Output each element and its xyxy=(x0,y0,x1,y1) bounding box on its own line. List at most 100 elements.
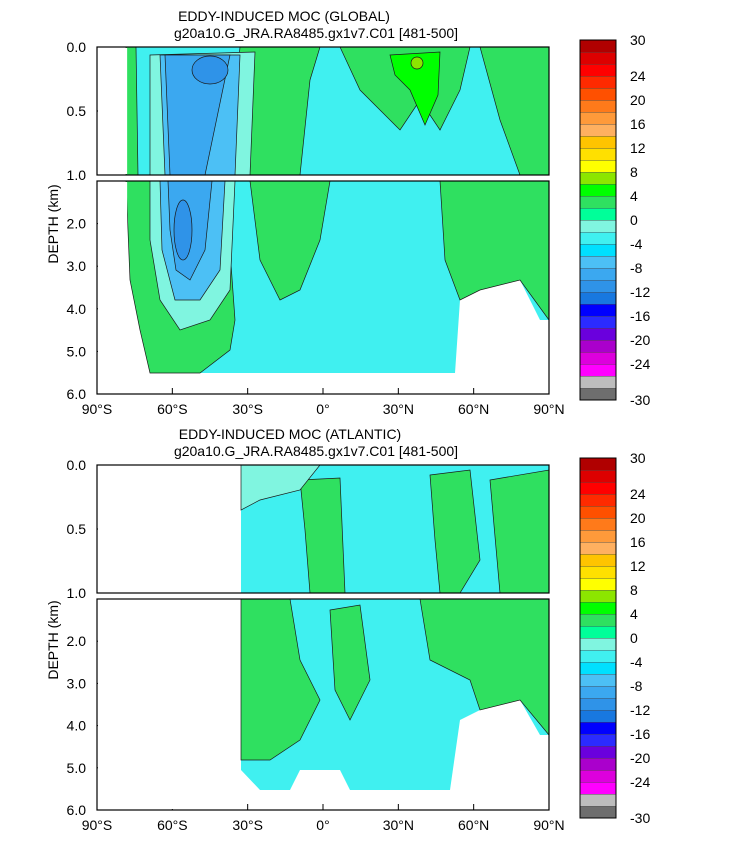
colorbar-frame xyxy=(579,457,617,819)
colorbar-swatch xyxy=(579,745,617,759)
colorbar-label: -12 xyxy=(630,702,650,718)
colorbar-label: 0 xyxy=(630,212,638,228)
colorbar-swatch xyxy=(579,375,617,389)
colorbar-label: 12 xyxy=(630,558,646,574)
x-tick-label: 30°S xyxy=(232,401,263,417)
y-tick-label: 3.0 xyxy=(67,258,87,274)
colorbar-swatch xyxy=(579,351,617,365)
y-tick-label: 4.0 xyxy=(67,301,87,317)
colorbar-swatch xyxy=(579,625,617,639)
colorbar-swatch xyxy=(579,757,617,771)
colorbar-swatch xyxy=(579,279,617,293)
colorbar-swatch xyxy=(579,577,617,591)
x-tick-label: 0° xyxy=(316,401,329,417)
atlantic-moc-panel: EDDY-INDUCED MOC (ATLANTIC) g20a10.G_JRA… xyxy=(45,426,565,833)
contour-fill xyxy=(125,46,550,176)
colorbar-swatch xyxy=(579,303,617,317)
colorbar-swatch xyxy=(579,469,617,483)
colorbar-swatch xyxy=(579,661,617,675)
y-tick-label: 3.0 xyxy=(67,675,87,691)
colorbar-label: 4 xyxy=(630,606,638,622)
colorbar-swatch xyxy=(579,183,617,197)
colorbar-label: 16 xyxy=(630,534,646,550)
colorbar-label: 8 xyxy=(630,582,638,598)
colorbar-swatch xyxy=(579,267,617,281)
y-tick-label: 0.5 xyxy=(67,521,87,537)
y-axis-label: DEPTH (km) xyxy=(45,184,61,263)
colorbar-swatch xyxy=(579,493,617,507)
colorbar-frame xyxy=(579,39,617,401)
negative-region xyxy=(191,55,229,85)
colorbar-swatch xyxy=(579,243,617,257)
panel-subtitle: g20a10.G_JRA.RA8485.gx1v7.C01 [481-500] xyxy=(174,25,458,41)
y-tick-label: 4.0 xyxy=(67,718,87,734)
colorbar-swatch xyxy=(579,75,617,89)
contour-fill xyxy=(125,180,550,374)
colorbar-swatch xyxy=(579,685,617,699)
colorbar-swatch xyxy=(579,39,617,53)
colorbar-swatch xyxy=(579,793,617,807)
colorbar-swatch xyxy=(579,481,617,495)
colorbar-swatch xyxy=(579,135,617,149)
negative-region xyxy=(173,199,193,261)
contour-fill xyxy=(240,464,550,594)
colorbar-label: -16 xyxy=(630,726,650,742)
x-tick-label: 60°N xyxy=(458,817,489,833)
colorbar-swatch xyxy=(579,111,617,125)
colorbar-swatch xyxy=(579,565,617,579)
colorbar-swatch xyxy=(579,589,617,603)
y-tick-label: 0.0 xyxy=(67,39,87,55)
x-tick-label: 90°S xyxy=(82,401,113,417)
colorbar-swatch xyxy=(579,363,617,377)
upper-depth-plot xyxy=(96,46,550,176)
axes: 90°S 60°S 30°S 0° 30°N 60°N 90°N 0.0 0.5 1.0 2.0 3.… xyxy=(67,39,565,417)
colorbar-label: -30 xyxy=(630,392,650,408)
colorbar-swatch xyxy=(579,697,617,711)
x-tick-label: 90°N xyxy=(533,401,564,417)
colorbar-swatch xyxy=(579,601,617,615)
colorbar-atlantic: -30 -24 -20 -16 -12 -8 -4 0 4 8 12 16 20 24 30 xyxy=(579,450,650,826)
colorbar-label: -4 xyxy=(630,654,643,670)
colorbar-label: 16 xyxy=(630,116,646,132)
colorbar-swatch xyxy=(579,505,617,519)
colorbar-label: -16 xyxy=(630,308,650,324)
positive-region xyxy=(329,604,371,721)
colorbar-swatch xyxy=(579,387,617,401)
colorbar-swatch xyxy=(579,63,617,77)
y-tick-label: 0.5 xyxy=(67,103,87,119)
no-data-mask xyxy=(98,466,238,592)
x-tick-label: 30°N xyxy=(383,817,414,833)
colorbar-label: -24 xyxy=(630,356,650,372)
colorbar-swatch xyxy=(579,315,617,329)
colorbar-swatch xyxy=(579,613,617,627)
colorbar-label: 30 xyxy=(630,450,646,466)
colorbar-label: 24 xyxy=(630,68,646,84)
colorbar-label: 24 xyxy=(630,486,646,502)
colorbar-swatch xyxy=(579,517,617,531)
colorbar-swatch xyxy=(579,733,617,747)
x-tick-label: 30°S xyxy=(232,817,263,833)
colorbar-swatch xyxy=(579,781,617,795)
x-tick-label: 60°S xyxy=(157,817,188,833)
colorbar-swatch xyxy=(579,219,617,233)
no-data-mask xyxy=(98,182,128,393)
y-tick-label: 6.0 xyxy=(67,386,87,402)
colorbar-swatch xyxy=(579,87,617,101)
global-moc-panel: EDDY-INDUCED MOC (GLOBAL) g20a10.G_JRA.R… xyxy=(45,8,565,417)
positive-region xyxy=(410,56,424,70)
positive-region xyxy=(125,46,139,176)
colorbar-swatch xyxy=(579,649,617,663)
y-tick-label: 1.0 xyxy=(67,167,87,183)
colorbar-swatch xyxy=(579,457,617,471)
colorbar-swatch xyxy=(579,637,617,651)
colorbar-label: -20 xyxy=(630,332,650,348)
colorbar-label: -8 xyxy=(630,260,643,276)
x-tick-label: 60°N xyxy=(458,401,489,417)
y-axis-label: DEPTH (km) xyxy=(45,600,61,679)
colorbar-label: 8 xyxy=(630,164,638,180)
panel-title: EDDY-INDUCED MOC (GLOBAL) xyxy=(178,8,390,24)
y-tick-label: 5.0 xyxy=(67,760,87,776)
panel-subtitle: g20a10.G_JRA.RA8485.gx1v7.C01 [481-500] xyxy=(174,443,458,459)
colorbar-label: -30 xyxy=(630,810,650,826)
colorbar-swatch xyxy=(579,529,617,543)
